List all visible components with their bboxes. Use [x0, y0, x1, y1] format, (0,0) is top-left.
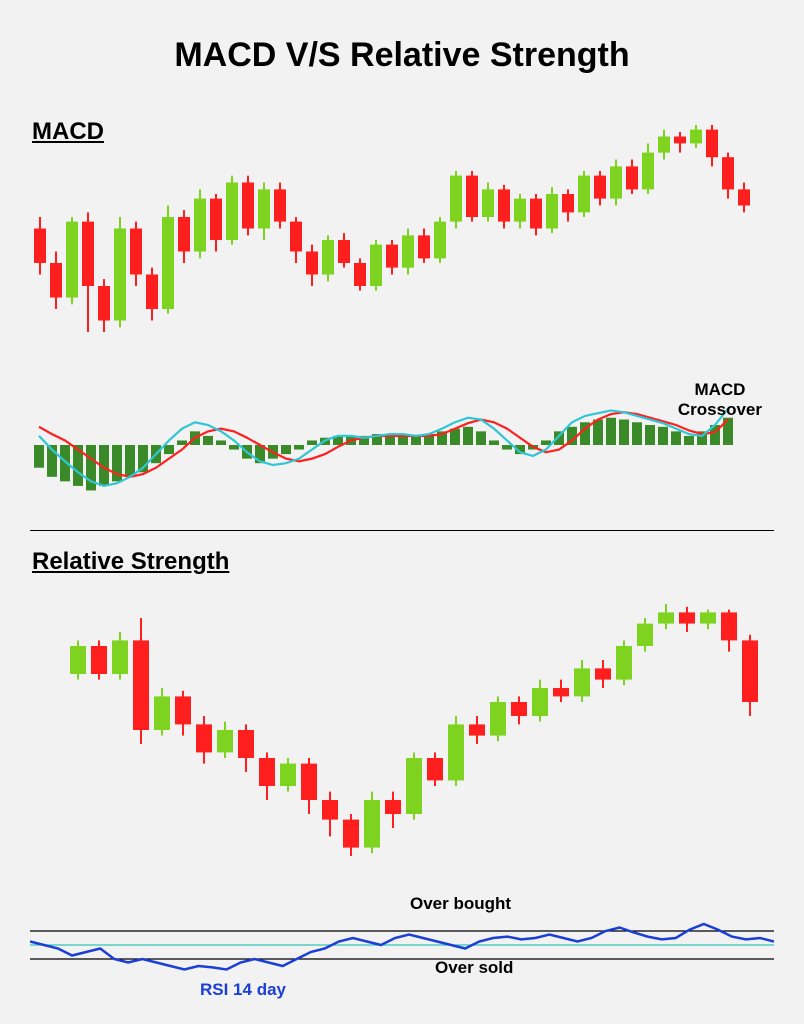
oversold-label: Over sold — [435, 958, 513, 978]
overbought-label: Over bought — [410, 894, 511, 914]
rsi-14-label: RSI 14 day — [200, 980, 286, 1000]
